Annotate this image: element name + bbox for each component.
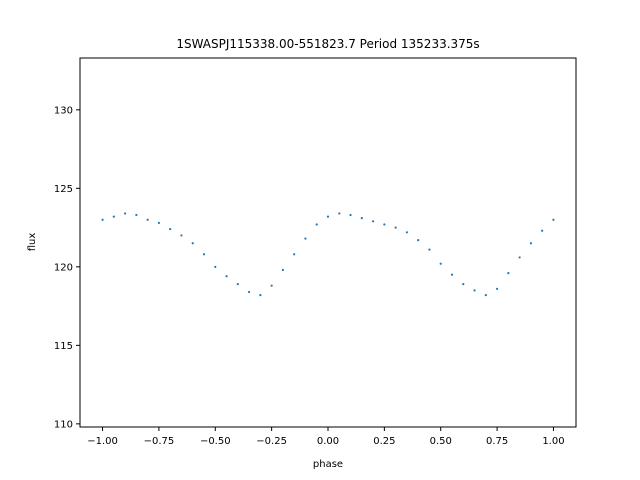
- x-tick-label: 1.00: [542, 436, 564, 447]
- data-point: [417, 239, 420, 242]
- data-point: [338, 212, 341, 215]
- data-point: [157, 221, 161, 224]
- y-axis: 110 115 120 125 130: [54, 105, 80, 430]
- data-point: [225, 275, 228, 278]
- data-point: [281, 268, 285, 272]
- y-tick-label: 125: [54, 184, 73, 195]
- data-point: [360, 217, 363, 220]
- x-axis: −1.00 −0.75 −0.50 −0.25 0.00 0.25 0.50 0.75 1.00: [87, 427, 565, 447]
- data-point: [270, 284, 273, 287]
- data-point: [247, 290, 251, 294]
- data-point: [180, 234, 183, 237]
- data-point: [135, 213, 138, 217]
- data-point: [507, 272, 510, 275]
- y-tick-label: 115: [54, 341, 73, 352]
- data-point: [394, 226, 397, 229]
- y-tick-label: 120: [54, 262, 73, 273]
- data-point: [349, 213, 352, 217]
- y-axis-label: flux: [27, 233, 38, 252]
- data-point: [191, 242, 194, 245]
- x-tick-label: −1.00: [87, 436, 118, 447]
- y-tick-label: 110: [54, 419, 73, 430]
- x-tick-label: −0.50: [200, 436, 231, 447]
- x-tick-label: 0.50: [430, 436, 452, 447]
- x-tick-label: 0.25: [373, 436, 395, 447]
- data-point: [518, 256, 521, 259]
- x-tick-label: 0.00: [317, 436, 339, 447]
- x-tick-label: 0.75: [486, 436, 508, 447]
- data-point: [123, 212, 127, 215]
- data-point: [529, 242, 533, 245]
- data-point: [541, 229, 544, 232]
- data-point: [101, 218, 104, 221]
- data-point: [202, 253, 206, 256]
- data-point: [484, 294, 487, 297]
- data-point: [146, 218, 149, 221]
- data-point: [439, 262, 442, 265]
- data-point: [552, 218, 555, 221]
- data-point: [214, 265, 217, 268]
- y-tick-label: 130: [54, 105, 73, 116]
- data-point: [495, 287, 499, 290]
- data-point: [112, 215, 115, 218]
- scatter-points: [101, 212, 555, 297]
- data-point: [326, 215, 330, 218]
- x-tick-label: −0.25: [256, 436, 287, 447]
- x-tick-label: −0.75: [144, 436, 175, 447]
- data-point: [304, 237, 307, 240]
- data-point: [428, 248, 431, 251]
- data-point: [259, 294, 262, 297]
- data-point: [405, 231, 409, 234]
- data-point: [293, 253, 296, 256]
- data-point: [462, 283, 465, 286]
- data-point: [450, 273, 454, 276]
- data-point: [169, 228, 172, 231]
- data-point: [383, 223, 386, 226]
- data-point: [473, 289, 476, 292]
- data-point: [371, 220, 375, 223]
- data-point: [236, 283, 239, 286]
- chart-title: 1SWASPJ115338.00-551823.7 Period 135233.…: [176, 37, 479, 51]
- x-axis-label: phase: [313, 459, 343, 470]
- data-point: [315, 223, 318, 226]
